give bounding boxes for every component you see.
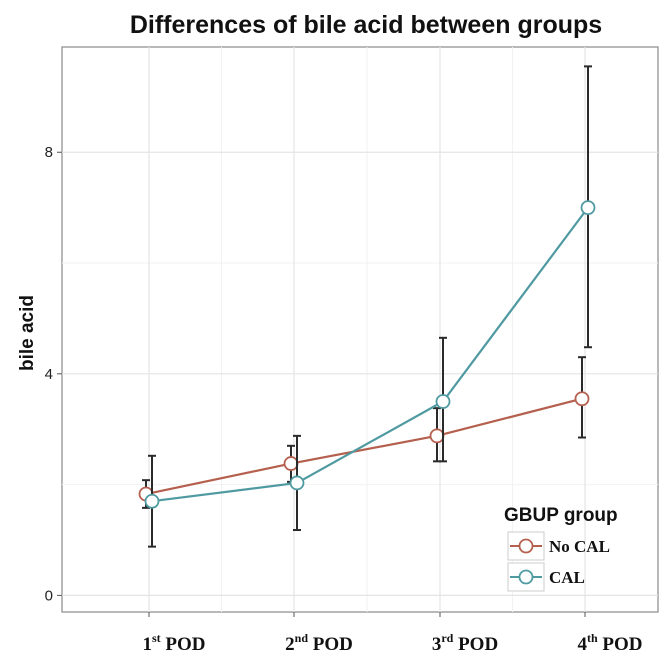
x-tick-label: 4th POD bbox=[577, 631, 642, 655]
legend: GBUP group No CAL CAL bbox=[504, 505, 618, 592]
data-point-cal bbox=[144, 493, 160, 509]
data-point-no-cal bbox=[283, 456, 299, 471]
y-tick-label: 8 bbox=[45, 144, 53, 161]
legend-marker-no-cal bbox=[518, 538, 534, 554]
series-cal bbox=[144, 65, 596, 548]
legend-entry-no-cal: No CAL bbox=[507, 531, 610, 561]
legend-label-no-cal: No CAL bbox=[549, 537, 610, 556]
y-axis-ticks: 0 4 8 bbox=[45, 144, 62, 604]
series-layer bbox=[138, 65, 596, 548]
x-tick-label: 1st POD bbox=[142, 631, 205, 655]
data-point-no-cal bbox=[574, 391, 590, 407]
data-point-no-cal bbox=[429, 428, 445, 444]
data-point-cal bbox=[289, 475, 305, 491]
plot-panel bbox=[61, 46, 659, 613]
y-tick-label: 0 bbox=[45, 587, 53, 604]
x-tick-label: 2nd POD bbox=[285, 631, 353, 655]
y-tick-label: 4 bbox=[45, 366, 53, 383]
chart-title: Differences of bile acid between groups bbox=[130, 11, 602, 39]
data-point-cal bbox=[580, 200, 596, 216]
legend-marker-cal bbox=[518, 569, 534, 585]
x-tick-label: 3rd POD bbox=[432, 631, 498, 655]
legend-title: GBUP group bbox=[504, 505, 618, 526]
series-line-cal bbox=[151, 206, 589, 503]
grid bbox=[62, 47, 658, 612]
legend-label-cal: CAL bbox=[549, 568, 585, 587]
x-axis-ticks: 1st POD 2nd POD 3rd POD 4th POD bbox=[142, 612, 643, 655]
data-point-cal bbox=[435, 394, 451, 409]
series-line-no-cal bbox=[145, 397, 583, 496]
legend-entry-cal: CAL bbox=[507, 562, 585, 592]
y-axis-label: bile acid bbox=[17, 295, 38, 371]
